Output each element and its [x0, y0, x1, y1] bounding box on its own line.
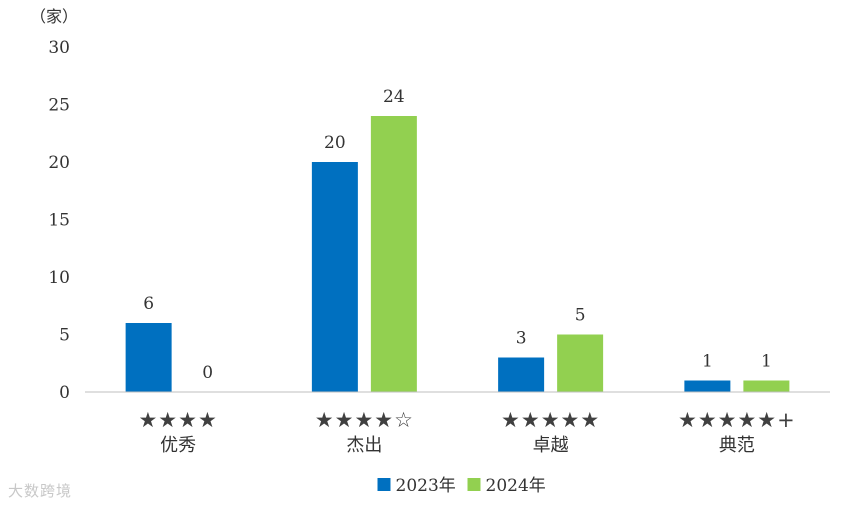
data-label: 6 [143, 294, 154, 314]
data-label: 1 [702, 352, 713, 372]
x-tick-label: 卓越 [533, 435, 569, 456]
x-tick-rating: ★★★★★ [501, 408, 600, 432]
y-tick-label: 25 [48, 96, 70, 116]
bar [311, 162, 358, 392]
bar [125, 323, 172, 392]
watermark: 大数跨境 [8, 482, 73, 500]
y-tick-label: 0 [59, 383, 70, 403]
x-tick-rating: ★★★★ [138, 408, 217, 432]
data-label: 3 [516, 329, 527, 349]
x-tick-label: 杰出 [346, 435, 382, 456]
legend: 2023年 2024年 [377, 476, 546, 496]
x-tick-rating: ★★★★☆ [315, 408, 414, 432]
bar [498, 357, 545, 392]
data-label: 0 [202, 363, 213, 383]
legend-swatch [377, 478, 391, 491]
y-axis-ticks: 0 5 10 15 20 25 30 [48, 38, 70, 403]
bar [743, 380, 790, 392]
x-tick-label: 典范 [719, 435, 755, 456]
legend-label: 2023年 [396, 476, 456, 496]
data-label: 5 [575, 306, 586, 326]
x-axis-labels: ★★★★ 优秀 ★★★★☆ 杰出 ★★★★★ 卓越 ★★★★★+ 典范 [138, 408, 796, 456]
data-label: 20 [324, 133, 346, 153]
data-label: 1 [761, 352, 772, 372]
legend-label: 2024年 [486, 476, 546, 496]
y-tick-label: 20 [48, 153, 70, 173]
x-tick-rating: ★★★★★+ [678, 408, 796, 432]
y-tick-label: 30 [48, 38, 70, 58]
bar [557, 334, 604, 392]
y-axis-unit-label: （家） [30, 7, 78, 26]
bar [370, 116, 417, 392]
y-tick-label: 5 [59, 326, 70, 346]
y-tick-label: 10 [48, 268, 70, 288]
data-label: 24 [383, 87, 405, 107]
x-tick-label: 优秀 [160, 435, 196, 456]
y-tick-label: 15 [48, 211, 70, 231]
bar [684, 380, 731, 392]
legend-swatch [467, 478, 481, 491]
bars-group: 6 0 20 24 3 5 1 1 [125, 87, 790, 392]
